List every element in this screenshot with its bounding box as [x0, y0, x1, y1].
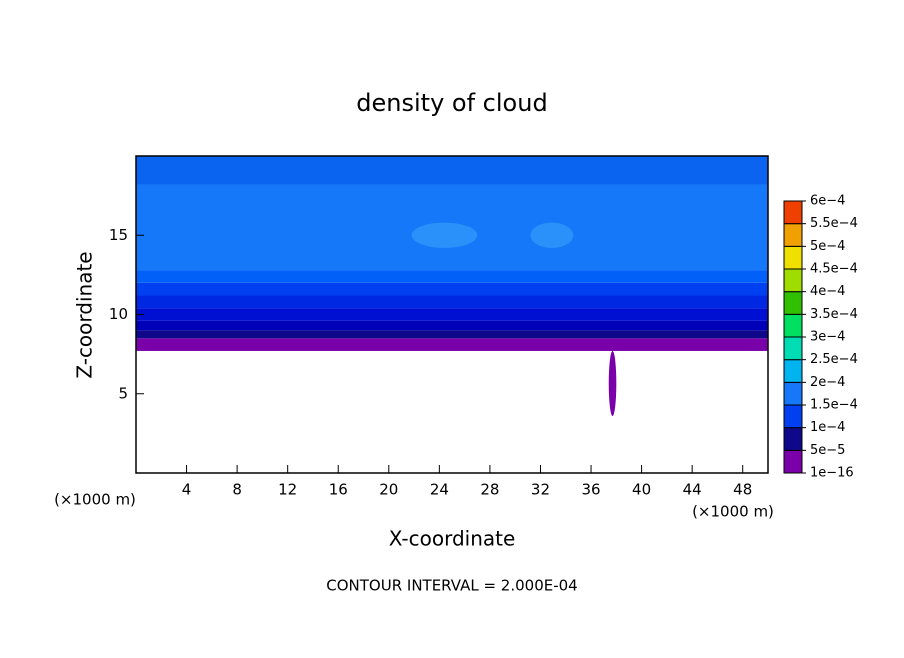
x-tick-label: 40: [632, 481, 651, 499]
colorbar-segment: [783, 404, 803, 429]
x-tick-label: 48: [733, 481, 752, 499]
contour-band: [136, 156, 768, 185]
colorbar-segment: [783, 200, 803, 225]
x-unit-label: (×1000 m): [692, 503, 774, 521]
colorbar-label: 5e−5: [810, 443, 845, 458]
contour-band: [136, 308, 768, 321]
x-tick-label: 24: [430, 481, 449, 499]
colorbar-segment: [783, 359, 803, 383]
colorbar-segment: [783, 245, 803, 270]
colorbar-label: 6e−4: [810, 194, 845, 209]
colorbar-segment: [783, 313, 803, 338]
x-tick-label: 36: [581, 481, 600, 499]
colorbar-segment: [783, 291, 803, 315]
contour-region: [608, 350, 617, 416]
colorbar-segment: [783, 381, 803, 406]
x-tick-label: 4: [182, 481, 192, 499]
colorbar-label: 1.5e−4: [810, 398, 858, 413]
contour-band: [136, 295, 768, 309]
contour-band: [136, 282, 768, 296]
x-tick-label: 28: [480, 481, 499, 499]
contour-band: [136, 330, 768, 339]
y-axis-label: Z-coordinate: [73, 251, 97, 378]
colorbar-label: 1e−16: [810, 466, 854, 481]
chart-title: density of cloud: [356, 89, 547, 117]
x-tick-label: 16: [329, 481, 348, 499]
contour-band: [136, 270, 768, 283]
x-tick-label: 44: [683, 481, 702, 499]
x-tick-label: 12: [278, 481, 297, 499]
colorbar-label: 3e−4: [810, 330, 845, 345]
x-tick-label: 20: [379, 481, 398, 499]
colorbar-segment: [783, 268, 803, 293]
colorbar-label: 4e−4: [810, 284, 845, 299]
colorbar-label: 2.5e−4: [810, 352, 858, 367]
colorbar-segment: [783, 427, 803, 451]
colorbar-segment: [783, 336, 803, 361]
contour-note: CONTOUR INTERVAL = 2.000E-04: [326, 577, 577, 595]
y-tick-label: 15: [109, 226, 128, 244]
colorbar-segment: [783, 223, 803, 247]
colorbar-label: 3.5e−4: [810, 307, 858, 322]
contour-band: [136, 338, 768, 351]
contour-region: [411, 222, 478, 248]
colorbar-label: 5.5e−4: [810, 216, 858, 231]
colorbar-label: 4.5e−4: [810, 262, 858, 277]
contour-band: [136, 320, 768, 331]
colorbar-label: 5e−4: [810, 239, 845, 254]
contour-region: [530, 222, 574, 248]
colorbar-segment: [783, 449, 803, 474]
colorbar-label: 2e−4: [810, 375, 845, 390]
x-unit-label: (×1000 m): [54, 491, 136, 509]
x-tick-label: 8: [232, 481, 242, 499]
x-tick-label: 32: [531, 481, 550, 499]
x-axis-label: X-coordinate: [389, 527, 516, 551]
colorbar-label: 1e−4: [810, 420, 845, 435]
y-tick-label: 5: [118, 384, 128, 402]
y-tick-label: 10: [109, 305, 128, 323]
